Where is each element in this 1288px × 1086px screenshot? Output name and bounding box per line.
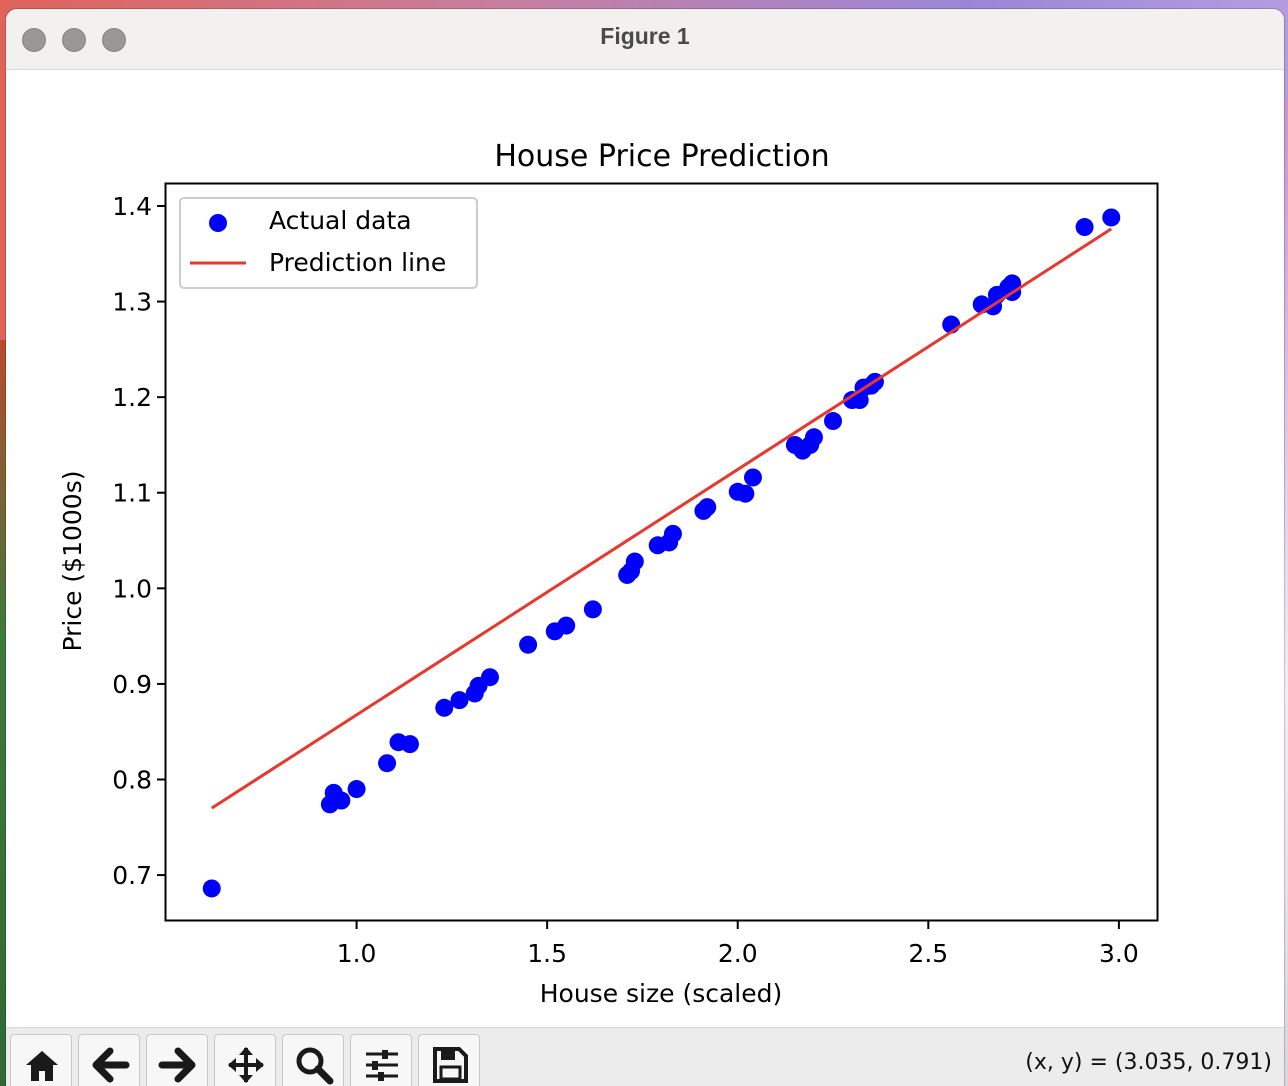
zoom-window-button[interactable] <box>102 28 126 52</box>
y-tick-label: 0.7 <box>112 861 152 890</box>
data-point <box>519 635 538 654</box>
back-arrow-icon <box>92 1047 130 1083</box>
prediction-line <box>210 227 1113 810</box>
y-tick-label: 0.8 <box>112 765 152 794</box>
x-axis-label: House size (scaled) <box>540 979 783 1008</box>
cursor-coordinates: (x, y) = (3.035, 0.791) <box>1025 1050 1272 1075</box>
legend-label-prediction-line: Prediction line <box>269 248 446 277</box>
data-point <box>1075 218 1094 237</box>
data-point <box>1003 274 1022 293</box>
navigation-toolbar: (x, y) = (3.035, 0.791) <box>6 1027 1284 1086</box>
home-icon <box>26 1051 58 1081</box>
forward-arrow-icon <box>158 1047 196 1083</box>
y-tick-label: 1.0 <box>112 574 152 603</box>
data-point <box>400 735 419 754</box>
x-tick-label: 2.5 <box>908 939 948 968</box>
window-title: Figure 1 <box>600 23 690 49</box>
configure-subplots-icon <box>366 1050 398 1081</box>
data-point <box>347 780 366 799</box>
legend-box <box>179 197 478 289</box>
plot-canvas[interactable]: House Price Prediction 0.7 0.8 0.9 1.0 1.1 1.… <box>6 9 1284 1026</box>
data-point <box>824 412 843 431</box>
y-tick-label: 1.1 <box>112 479 152 508</box>
figure-window: Figure 1 House Price Prediction 0.7 0.8 0.… <box>6 9 1284 1086</box>
x-tick-label: 1.5 <box>527 939 567 968</box>
back-button[interactable] <box>78 1034 140 1086</box>
y-tick-label: 1.3 <box>112 288 152 317</box>
zoom-button[interactable] <box>282 1034 344 1086</box>
data-point <box>736 484 755 503</box>
legend: Actual data Prediction line <box>179 197 478 289</box>
plot-area-frame <box>164 182 1159 922</box>
configure-subplots-button[interactable] <box>350 1034 412 1086</box>
y-tick-label: 0.9 <box>112 670 152 699</box>
data-point <box>583 600 602 619</box>
forward-button[interactable] <box>146 1034 208 1086</box>
y-tick-label: 1.4 <box>112 192 152 221</box>
pan-icon <box>228 1047 264 1083</box>
close-window-button[interactable] <box>22 28 46 52</box>
y-axis-label: Price ($1000s) <box>58 471 87 652</box>
save-icon <box>433 1047 468 1083</box>
pan-button[interactable] <box>214 1034 276 1086</box>
x-tick-label: 2.0 <box>718 939 758 968</box>
home-button[interactable] <box>10 1034 72 1086</box>
data-point <box>450 691 469 710</box>
desktop-background-left <box>0 340 8 1086</box>
title-bar[interactable]: Figure 1 <box>6 9 1284 70</box>
x-tick-label: 1.0 <box>337 939 377 968</box>
legend-marker-actual-data <box>209 214 227 232</box>
x-tick-label: 3.0 <box>1099 939 1139 968</box>
legend-label-actual-data: Actual data <box>269 206 412 235</box>
data-point <box>332 791 351 810</box>
y-tick-label: 1.2 <box>112 383 152 412</box>
save-button[interactable] <box>418 1034 480 1086</box>
data-point <box>663 524 682 543</box>
data-point <box>378 754 397 773</box>
data-point <box>435 698 454 717</box>
zoom-icon <box>296 1047 334 1085</box>
minimize-window-button[interactable] <box>62 28 86 52</box>
data-point <box>804 428 823 447</box>
desktop-background-right <box>1282 100 1288 1086</box>
data-point <box>480 668 499 687</box>
data-point <box>698 498 717 517</box>
data-point <box>1102 208 1121 227</box>
chart-title: House Price Prediction <box>494 139 829 174</box>
data-point <box>743 468 762 487</box>
data-point <box>202 879 221 898</box>
data-point <box>625 552 644 571</box>
data-point <box>557 616 576 635</box>
